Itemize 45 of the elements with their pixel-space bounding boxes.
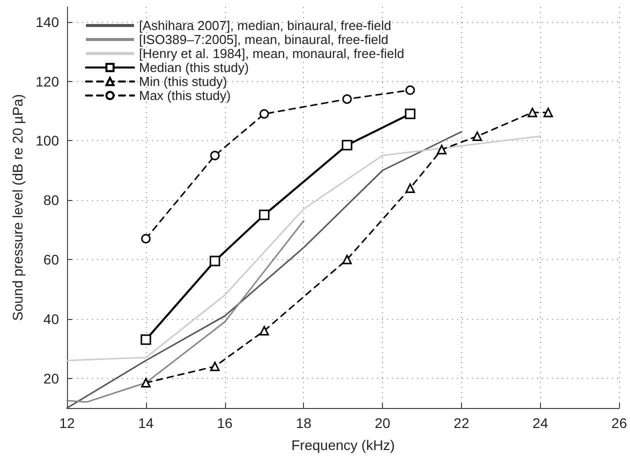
point [210,256,220,266]
legend-label: Max (this study) [139,88,231,103]
point [436,144,446,154]
point [342,254,352,264]
x-tick-label: 22 [454,415,470,431]
line-series [66,135,542,362]
y-tick-label: 120 [36,73,60,90]
y-axis-title: Sound pressure level (dB re 20 µPa) [10,94,26,321]
point [342,94,352,104]
point [528,108,538,118]
point [210,150,220,160]
y-tick-label: 60 [43,251,60,268]
point [141,234,151,244]
point [210,362,220,372]
line-series [66,220,304,403]
line-series [66,131,462,409]
x-tick-label: 24 [532,415,548,431]
point [342,140,352,150]
y-tick-label: 20 [43,370,60,386]
point [405,85,415,95]
y-tick-label: 80 [43,192,60,208]
x-axis-title: Frequency (kHz) [291,437,395,453]
legend-label: Min (this study) [139,74,228,89]
y-tick-label: 40 [43,310,60,327]
point [259,326,269,336]
y-tick-label: 100 [36,132,60,149]
point [259,109,269,119]
x-tick-label: 20 [374,415,391,431]
legend-label: [Ashihara 2007], median, binaural, free-field [139,18,392,33]
legend-label: [ISO389–7:2005], mean, binaural, free-field [139,32,388,47]
point [405,183,415,193]
x-tick-label: 16 [216,415,233,431]
x-tick-label: 26 [611,415,628,431]
point [141,378,151,388]
x-tick-label: 12 [59,415,75,431]
point [258,210,270,220]
point [140,334,152,345]
point [404,108,416,120]
point [543,108,553,118]
y-tick-label: 140 [36,14,60,30]
legend-label: [Henry et al. 1984], mean, monaural, free-field [139,46,404,61]
x-tick-label: 14 [138,415,154,431]
legend-label: Median (this study) [139,60,249,75]
point [472,131,482,141]
x-tick-label: 18 [296,415,312,431]
